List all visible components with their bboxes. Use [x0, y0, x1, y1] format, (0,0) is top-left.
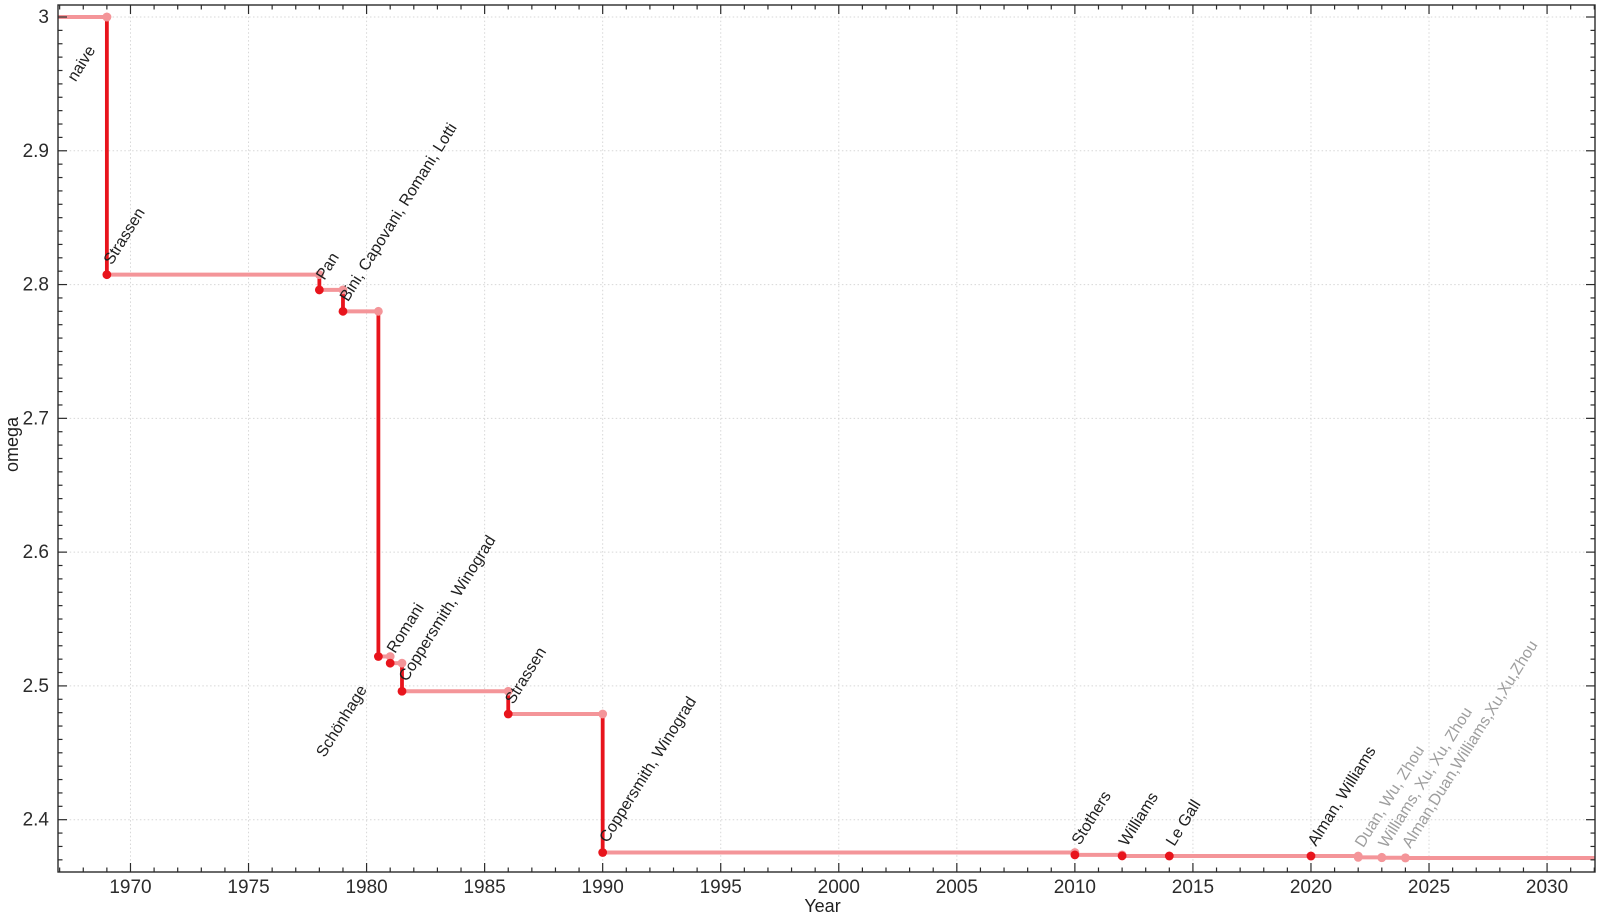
x-tick-labels: 1970 1975 1980 1985 1990 1995 2000 2005 2010 2015…: [109, 877, 1568, 898]
corner-point: [314, 270, 324, 280]
x-tick-label: 2020: [1290, 877, 1332, 898]
x-tick-label: 1995: [700, 877, 742, 898]
x-tick-label: 2010: [1054, 877, 1096, 898]
corner-point: [385, 652, 395, 661]
point-alman-duan-williams-xu-xu-zhou: [1401, 853, 1410, 863]
x-tick-label: 2005: [936, 877, 978, 898]
x-tick-label: 2000: [818, 877, 860, 898]
x-tick-label: 2015: [1172, 877, 1214, 898]
point-williams: [1117, 851, 1127, 861]
plot-border: [57, 4, 1596, 873]
y-tick-label: 2.5: [23, 676, 49, 697]
point-coppersmith-winograd: [397, 686, 407, 696]
gridlines: [58, 5, 1595, 872]
corner-point: [397, 658, 407, 668]
y-tick-labels: 3 2.9 2.8 2.7 2.6 2.5 2.4: [23, 7, 50, 831]
x-tick-label: 1970: [109, 877, 151, 898]
point-duan-wu-zhou: [1353, 852, 1363, 862]
point-pan: [314, 285, 324, 295]
point-sch-nhage: [373, 652, 383, 661]
point-le-gall: [1164, 851, 1174, 861]
y-tick-label: 3: [38, 7, 49, 28]
point-alman-williams: [1306, 851, 1316, 861]
x-axis-title: Year: [804, 896, 840, 916]
point-strassen: [102, 270, 112, 280]
point-romani: [385, 658, 395, 668]
point-coppersmith-winograd: [598, 848, 608, 857]
x-tick-label: 2030: [1526, 877, 1568, 898]
series-horizontal-segments: [58, 15, 1595, 861]
x-tick-label: 1975: [227, 877, 269, 898]
corner-point: [598, 709, 608, 719]
point-stothers: [1070, 850, 1080, 860]
corner-point: [373, 306, 383, 316]
y-tick-label: 2.9: [23, 141, 49, 162]
y-axis-ticks: [58, 16, 1595, 861]
x-tick-label: 1990: [582, 877, 624, 898]
corner-point: [338, 285, 348, 295]
y-tick-label: 2.4: [23, 810, 50, 831]
point-bini-capovani-romani-lotti: [338, 306, 348, 316]
corner-point: [503, 686, 513, 696]
point-williams-xu-xu-zhou: [1377, 853, 1387, 863]
x-tick-label: 1985: [463, 877, 505, 898]
y-tick-label: 2.8: [23, 275, 49, 296]
y-tick-label: 2.7: [23, 408, 49, 429]
record-markers: [102, 12, 1410, 863]
y-tick-label: 2.6: [23, 542, 49, 563]
point-naive: [102, 12, 112, 22]
axis-titles: Year omega: [2, 416, 841, 916]
x-axis-ticks: [59, 5, 1595, 872]
x-tick-label: 1980: [345, 877, 387, 898]
point-strassen: [503, 709, 513, 719]
x-tick-label: 2025: [1408, 877, 1450, 898]
y-axis-title: omega: [2, 416, 22, 472]
